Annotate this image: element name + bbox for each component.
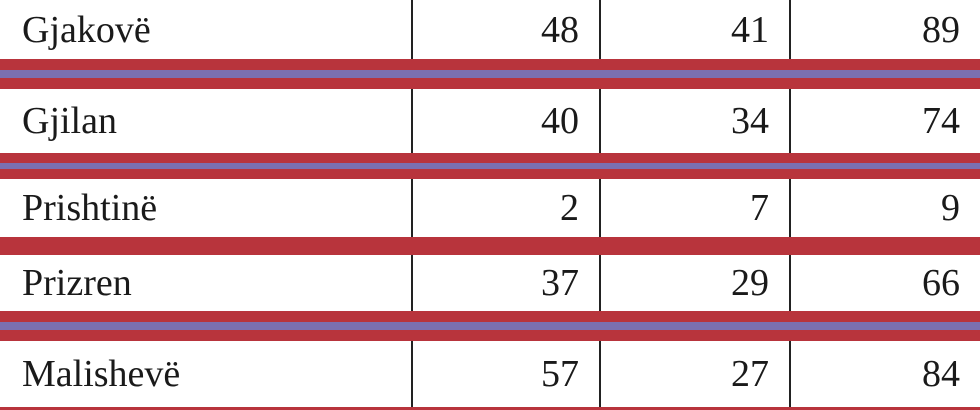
value-cell: 57 [413, 341, 601, 407]
municipality-name: Gjakovë [0, 0, 413, 59]
table-row: Malishevë 57 27 84 [0, 338, 980, 410]
value-cell: 89 [922, 8, 960, 51]
municipality-name: Malishevë [0, 341, 413, 407]
row-separator [0, 314, 980, 338]
value-cell: 66 [922, 262, 960, 304]
table-row: Gjilan 40 34 74 [0, 86, 980, 156]
value-cell: 9 [941, 187, 960, 229]
value-cell: 48 [413, 0, 601, 59]
value-cell: 84 [922, 353, 960, 395]
value-cell: 40 [413, 89, 601, 153]
municipality-name: Prizren [0, 255, 413, 311]
row-separator [0, 156, 980, 176]
row-separator [0, 62, 980, 86]
value-cell: 27 [601, 341, 791, 407]
value-cell: 7 [601, 179, 791, 237]
municipality-name: Prishtinë [0, 179, 413, 237]
row-separator [0, 240, 980, 252]
value-cell: 34 [601, 89, 791, 153]
table-row: Prizren 37 29 66 [0, 252, 980, 314]
value-cell: 41 [601, 0, 791, 59]
value-cell: 37 [413, 255, 601, 311]
table-row: Gjakovë 48 41 89 [0, 0, 980, 62]
value-cell: 74 [922, 100, 960, 142]
table-row: Prishtinë 2 7 9 [0, 176, 980, 240]
value-cell: 29 [601, 255, 791, 311]
value-cell: 2 [413, 179, 601, 237]
municipality-name: Gjilan [0, 89, 413, 153]
